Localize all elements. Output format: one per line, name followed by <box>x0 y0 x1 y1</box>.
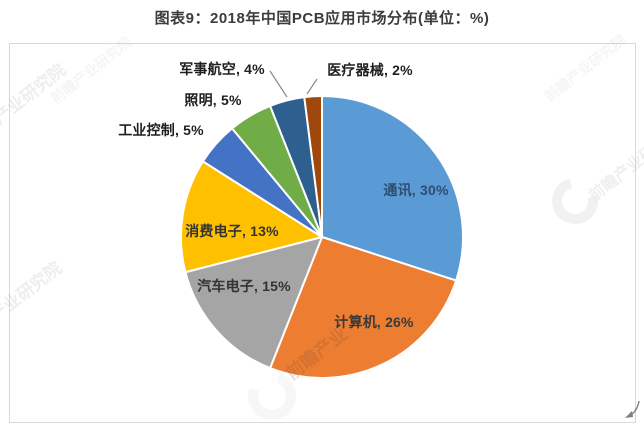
plot-area-border <box>9 43 636 423</box>
slice-label-lighting: 照明, 5% <box>184 92 242 108</box>
pie-slice-automotive-electronics <box>184 236 323 370</box>
slice-label-industrial-control: 工业控制, 5% <box>118 122 204 138</box>
slice-label-consumer-electronics: 消费电子, 13% <box>185 223 279 239</box>
slice-label-medical-devices: 医疗器械, 2% <box>327 62 413 78</box>
pie-slice-communications <box>321 95 464 282</box>
slice-label-communications: 通讯, 30% <box>383 182 449 198</box>
leader-line-medical-devices <box>306 78 318 95</box>
slice-label-computers: 计算机, 26% <box>334 314 414 330</box>
slice-label-automotive-electronics: 汽车电子, 15% <box>197 278 291 294</box>
cursor-mark-icon <box>625 400 640 418</box>
chart-title: 图表9：2018年中国PCB应用市场分布(单位：%) <box>154 10 490 27</box>
pie-slice-consumer-electronics <box>179 160 323 274</box>
pie-slice-medical-devices <box>303 94 323 238</box>
leader-line-military-aerospace <box>269 70 288 98</box>
pie-slice-computers <box>269 236 458 379</box>
slice-label-military-aerospace: 军事航空, 4% <box>179 61 265 77</box>
